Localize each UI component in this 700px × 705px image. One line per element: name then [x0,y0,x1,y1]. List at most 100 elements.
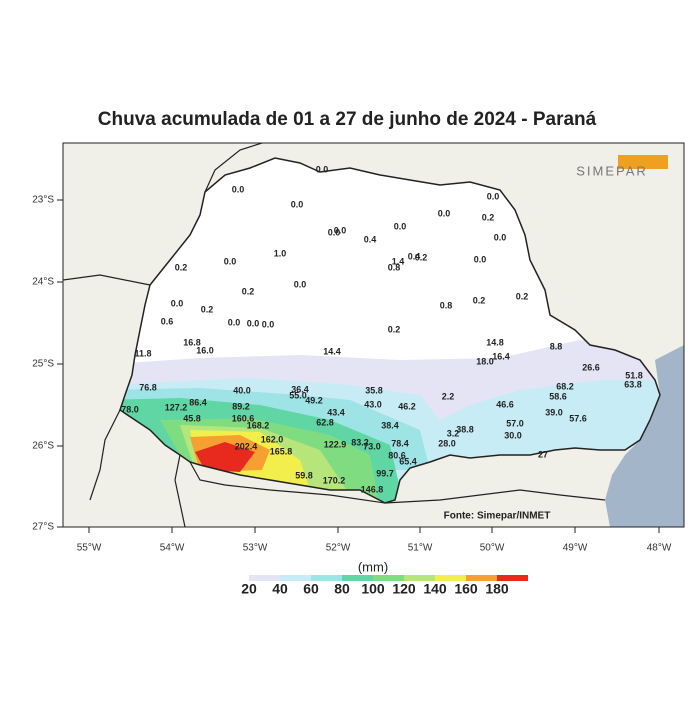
station-value: 28.0 [438,438,456,448]
title: Chuva acumulada de 01 a 27 de junho de 2… [98,109,597,130]
station-value: 0.2 [201,304,214,314]
station-value: 0.2 [175,262,188,272]
station-value: 86.4 [189,397,207,407]
station-value: 14.4 [323,346,341,356]
station-value: 0.8 [440,300,453,310]
station-value: 168.2 [247,420,270,430]
station-value: 14.8 [486,337,504,347]
legend-label: 80 [334,581,350,597]
station-value: 8.8 [550,341,563,351]
station-value: 0.0 [247,318,260,328]
station-value: 58.6 [549,391,567,401]
station-value: 38.4 [381,420,399,430]
legend-swatch [497,575,528,581]
legend-swatch [342,575,373,581]
station-value: 2.2 [442,391,455,401]
station-value: 0.0 [294,279,307,289]
station-value: 40.0 [233,385,251,395]
station-value: 76.8 [139,382,157,392]
lon-label: 54°W [160,543,185,554]
station-value: 16.8 [183,337,201,347]
legend-label: 20 [241,581,257,597]
lon-label: 53°W [243,543,268,554]
station-value: 43.4 [327,407,345,417]
legend: 20 40 60 80 100 120 140 160 180 [218,575,528,597]
station-value: 46.2 [398,401,416,411]
legend-label: 40 [272,581,288,597]
legend-unit: (mm) [358,559,388,574]
station-value: 57.6 [569,413,587,423]
station-value: 83.2 [351,437,369,447]
station-value: 11.8 [134,348,151,358]
station-value: 0.0 [291,199,304,209]
station-value: 57.0 [506,418,524,428]
station-value: 0.0 [316,164,329,174]
station-value: 51.8 [625,370,643,380]
lat-label: 25°S [32,359,54,370]
legend-swatch [218,575,249,581]
station-value: 0.0 [228,317,241,327]
station-value: 35.8 [365,385,383,395]
legend-swatch [466,575,497,581]
station-value: 65.4 [399,456,417,466]
station-value: 73.0 [363,441,381,451]
station-value: 127.2 [165,402,188,412]
station-value: 78.4 [391,438,409,448]
station-value: 0.2 [516,291,529,301]
legend-label: 60 [303,581,319,597]
lon-label: 52°W [326,543,351,554]
axes: 23°S 24°S 25°S 26°S 27°S 55°W 54°W 53°W 52°W 51°W… [32,195,672,554]
station-value: 43.0 [364,399,382,409]
frame [62,142,685,528]
station-value: 0.0 [224,256,237,266]
logo: SIMEPAR [576,163,648,178]
station-value: 160.6 [232,413,255,423]
lat-label: 24°S [32,277,54,288]
legend-label: 100 [361,581,385,597]
station-value: 68.2 [556,381,574,391]
lon-label: 49°W [563,543,588,554]
legend-swatch [404,575,435,581]
lon-label: 55°W [77,543,102,554]
station-value: 39.0 [545,407,563,417]
logo-mark [618,155,668,169]
legend-label: 180 [485,581,509,597]
station-value: 49.2 [305,395,323,405]
station-value: 1.0 [274,248,287,258]
station-value: 59.8 [295,470,313,480]
map-area: 0.00.00.00.00.00.40.00.0 0.20.00.01.00.20… [63,143,684,527]
station-value: 26.6 [582,362,600,372]
station-value: 0.2 [482,212,495,222]
station-value: 146.8 [361,484,384,494]
station-value: 0.0 [328,227,341,237]
station-value: 16.4 [492,351,510,361]
station-value: 36.4 [291,384,309,394]
station-value: 62.8 [316,417,334,427]
station-value: 3.2 [447,428,460,438]
station-value: 0.6 [161,316,174,326]
lat-label: 26°S [32,441,54,452]
legend-label: 160 [454,581,478,597]
station-value: 99.7 [376,468,394,478]
station-value: 0.0 [262,319,275,329]
legend-swatch [311,575,342,581]
station-value: 0.0 [334,225,347,235]
lat-label: 23°S [32,195,54,206]
legend-label: 140 [423,581,447,597]
station-value: 45.8 [183,413,201,423]
station-value: 0.0 [474,254,487,264]
station-value: 1.4 [392,256,405,266]
lon-label: 48°W [647,543,672,554]
source: Fonte: Simepar/INMET [444,511,551,522]
lon-label: 50°W [480,543,505,554]
station-value: 89.2 [232,401,250,411]
station-value: 0.4 [364,234,377,244]
lon-label: 51°W [408,543,433,554]
station-value: 0.8 [388,262,401,272]
station-value: 27 [538,449,548,459]
station-value: 0.0 [394,221,407,231]
station-value: 0.0 [487,191,500,201]
station-value: 0.2 [415,252,428,262]
station-value: 46.6 [496,399,514,409]
